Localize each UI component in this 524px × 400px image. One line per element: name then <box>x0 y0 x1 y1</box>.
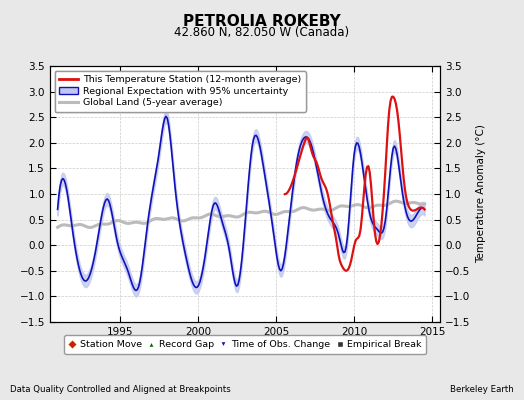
Legend: This Temperature Station (12-month average), Regional Expectation with 95% uncer: This Temperature Station (12-month avera… <box>54 71 306 112</box>
Text: PETROLIA ROKEBY: PETROLIA ROKEBY <box>183 14 341 29</box>
Y-axis label: Temperature Anomaly (°C): Temperature Anomaly (°C) <box>476 124 486 264</box>
Text: Berkeley Earth: Berkeley Earth <box>450 385 514 394</box>
Legend: Station Move, Record Gap, Time of Obs. Change, Empirical Break: Station Move, Record Gap, Time of Obs. C… <box>63 335 427 354</box>
Text: Data Quality Controlled and Aligned at Breakpoints: Data Quality Controlled and Aligned at B… <box>10 385 231 394</box>
Text: 42.860 N, 82.050 W (Canada): 42.860 N, 82.050 W (Canada) <box>174 26 350 39</box>
